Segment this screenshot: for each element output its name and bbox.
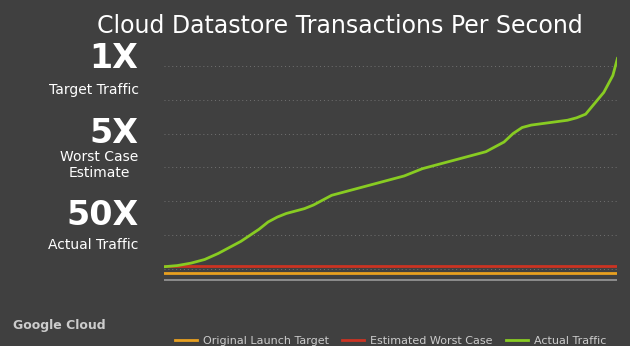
Text: 50X: 50X [66,199,139,233]
Text: Google Cloud: Google Cloud [13,319,105,332]
Text: Cloud Datastore Transactions Per Second: Cloud Datastore Transactions Per Second [97,14,583,38]
Text: 1X: 1X [89,42,139,75]
Legend: Original Launch Target, Estimated Worst Case, Actual Traffic: Original Launch Target, Estimated Worst … [171,332,610,346]
Text: Actual Traffic: Actual Traffic [49,238,139,252]
Text: Worst Case
Estimate: Worst Case Estimate [60,150,139,180]
Text: Target Traffic: Target Traffic [49,83,139,97]
Text: 5X: 5X [89,117,139,150]
